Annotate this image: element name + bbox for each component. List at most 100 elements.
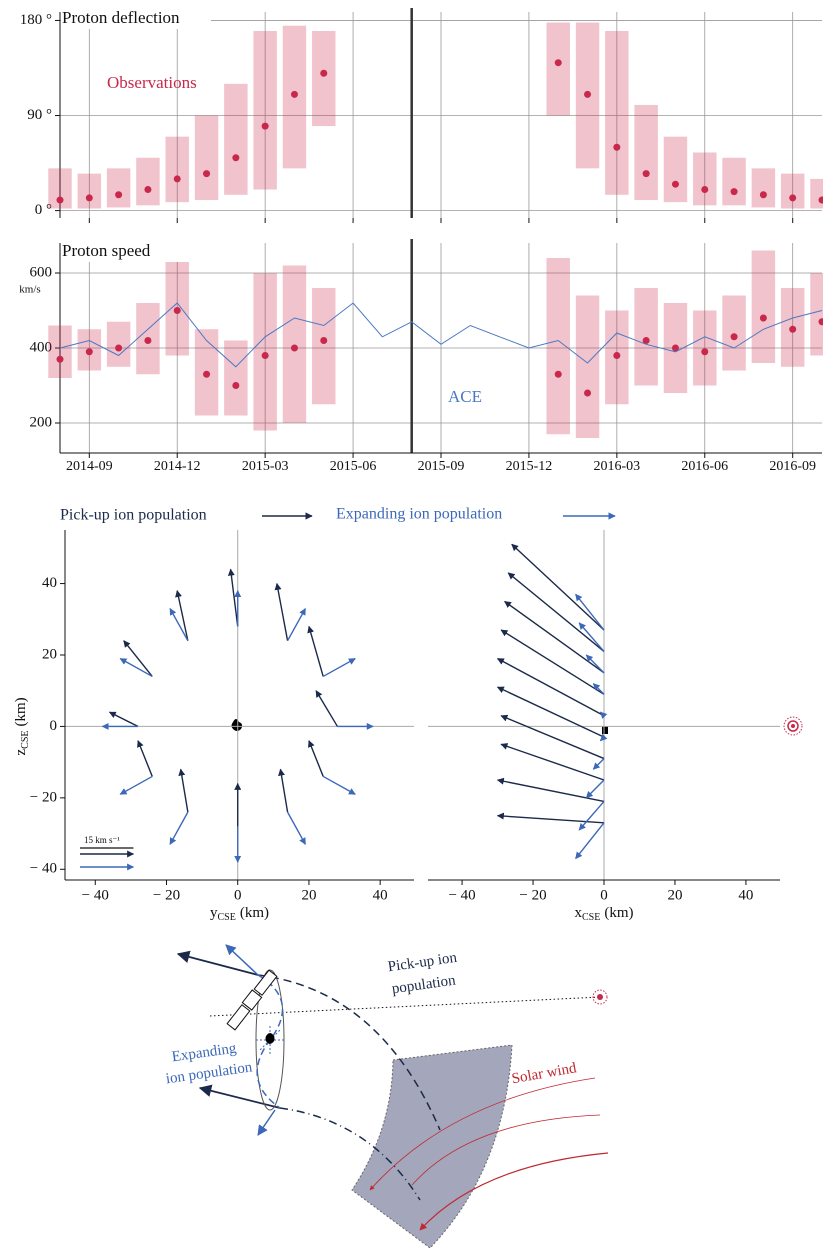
ion-arrow	[500, 743, 605, 781]
expanding-arrow	[225, 944, 259, 976]
nucleus	[602, 726, 608, 734]
ion-arrow	[278, 768, 289, 813]
observation-median	[261, 352, 269, 359]
observation-range	[575, 295, 600, 438]
observation-range	[253, 31, 277, 190]
observation-median	[203, 370, 211, 378]
pickup-trajectory	[279, 1107, 421, 1201]
y-tick-label: 180 °	[20, 12, 52, 28]
observation-range	[693, 152, 717, 206]
x-tick-label: 0	[234, 887, 242, 903]
observation-range	[780, 173, 805, 209]
observation-median	[85, 194, 93, 202]
x-tick-label: 2015-12	[506, 459, 553, 474]
title-bg	[61, 242, 211, 262]
bow-shock-region	[351, 1044, 513, 1249]
y-tick-label: − 20	[30, 789, 57, 805]
scale-label: 15 km s⁻¹	[84, 835, 120, 845]
ion-arrow	[286, 607, 306, 642]
ion-arrow	[175, 590, 189, 641]
axis-label-var: x	[574, 905, 582, 921]
observation-range	[722, 157, 746, 206]
x-tick-label: − 40	[448, 887, 475, 903]
observation-median	[144, 185, 152, 193]
ion-arrow	[592, 758, 605, 770]
observation-median	[642, 170, 650, 178]
axis-label: xCSE (km)	[574, 905, 633, 923]
ion-arrow	[496, 657, 605, 717]
x-tick-label: 2015-09	[418, 459, 465, 474]
x-tick-label: 20	[301, 887, 316, 903]
observation-range	[810, 178, 823, 209]
schematic: Pick-up ion population Expanding ion pop…	[165, 944, 609, 1249]
observation-median	[613, 352, 621, 359]
observation-median	[701, 348, 709, 356]
x-tick-label: 40	[738, 887, 753, 903]
ion-arrow	[578, 800, 605, 831]
ion-arrow	[108, 711, 139, 728]
comet-nucleus	[265, 1033, 275, 1044]
observation-median	[320, 69, 328, 77]
pickup-label: Pick-up ion	[387, 950, 459, 976]
x-tick-label: 2015-06	[330, 459, 377, 474]
axis-label-unit: (km)	[604, 905, 633, 921]
ion-arrow	[507, 572, 605, 652]
observation-median	[115, 191, 123, 199]
ion-arrow	[599, 711, 608, 720]
ace-line	[59, 302, 823, 368]
x-tick-label: − 20	[519, 887, 546, 903]
observation-median	[261, 122, 269, 130]
observation-range	[136, 157, 160, 206]
observation-median	[642, 337, 650, 344]
y-tick-label: 90 °	[27, 107, 52, 123]
series-annotation: ACE	[448, 387, 482, 406]
observation-median	[85, 348, 93, 356]
ion-arrow	[585, 779, 605, 799]
observation-median	[320, 337, 328, 344]
ion-arrow	[274, 582, 289, 641]
x-tick-label: 40	[373, 887, 388, 903]
axis-label-unit: (km)	[240, 905, 269, 921]
observation-median	[554, 59, 562, 67]
observation-range	[165, 136, 189, 203]
title-bg	[61, 9, 211, 29]
panel-title: Proton speed	[62, 241, 151, 260]
ion-arrow	[178, 768, 189, 813]
legend-label: Expanding ion population	[336, 506, 502, 523]
solar-wind-label: Solar wind	[511, 1060, 579, 1087]
observation-range	[312, 288, 336, 405]
axis-label-sub: CSE	[582, 912, 600, 923]
ion-arrow	[315, 690, 339, 727]
x-tick-label: 2016-09	[769, 459, 816, 474]
x-tick-label: 2016-06	[681, 459, 728, 474]
observation-median	[789, 194, 797, 202]
observation-range	[546, 258, 570, 435]
observation-range	[312, 31, 336, 127]
observation-median	[818, 318, 823, 326]
y-unit: km/s	[19, 284, 40, 296]
expanding-arrow	[257, 1109, 276, 1136]
observation-range	[253, 273, 277, 431]
pickup-label: population	[391, 973, 457, 998]
x-tick-label: 2014-09	[66, 459, 113, 474]
observation-median	[203, 170, 211, 178]
observation-median	[759, 314, 767, 322]
observation-median	[56, 196, 64, 204]
observation-median	[56, 355, 64, 363]
observation-range	[165, 243, 189, 356]
observation-range	[605, 31, 629, 195]
observation-range	[48, 325, 72, 378]
axis-label-var: y	[210, 905, 218, 921]
pickup-arrow	[198, 1084, 281, 1109]
observation-median	[701, 185, 709, 193]
axis-label-sub: CSE	[217, 912, 235, 923]
pickup-trajectory	[257, 974, 441, 1131]
panel-title: Proton deflection	[62, 8, 180, 27]
expanding-burst	[256, 1025, 284, 1055]
ion-arrow	[286, 811, 306, 845]
x-tick-label: − 40	[82, 887, 109, 903]
sun-symbol	[783, 716, 803, 736]
sun-line	[209, 996, 601, 1017]
